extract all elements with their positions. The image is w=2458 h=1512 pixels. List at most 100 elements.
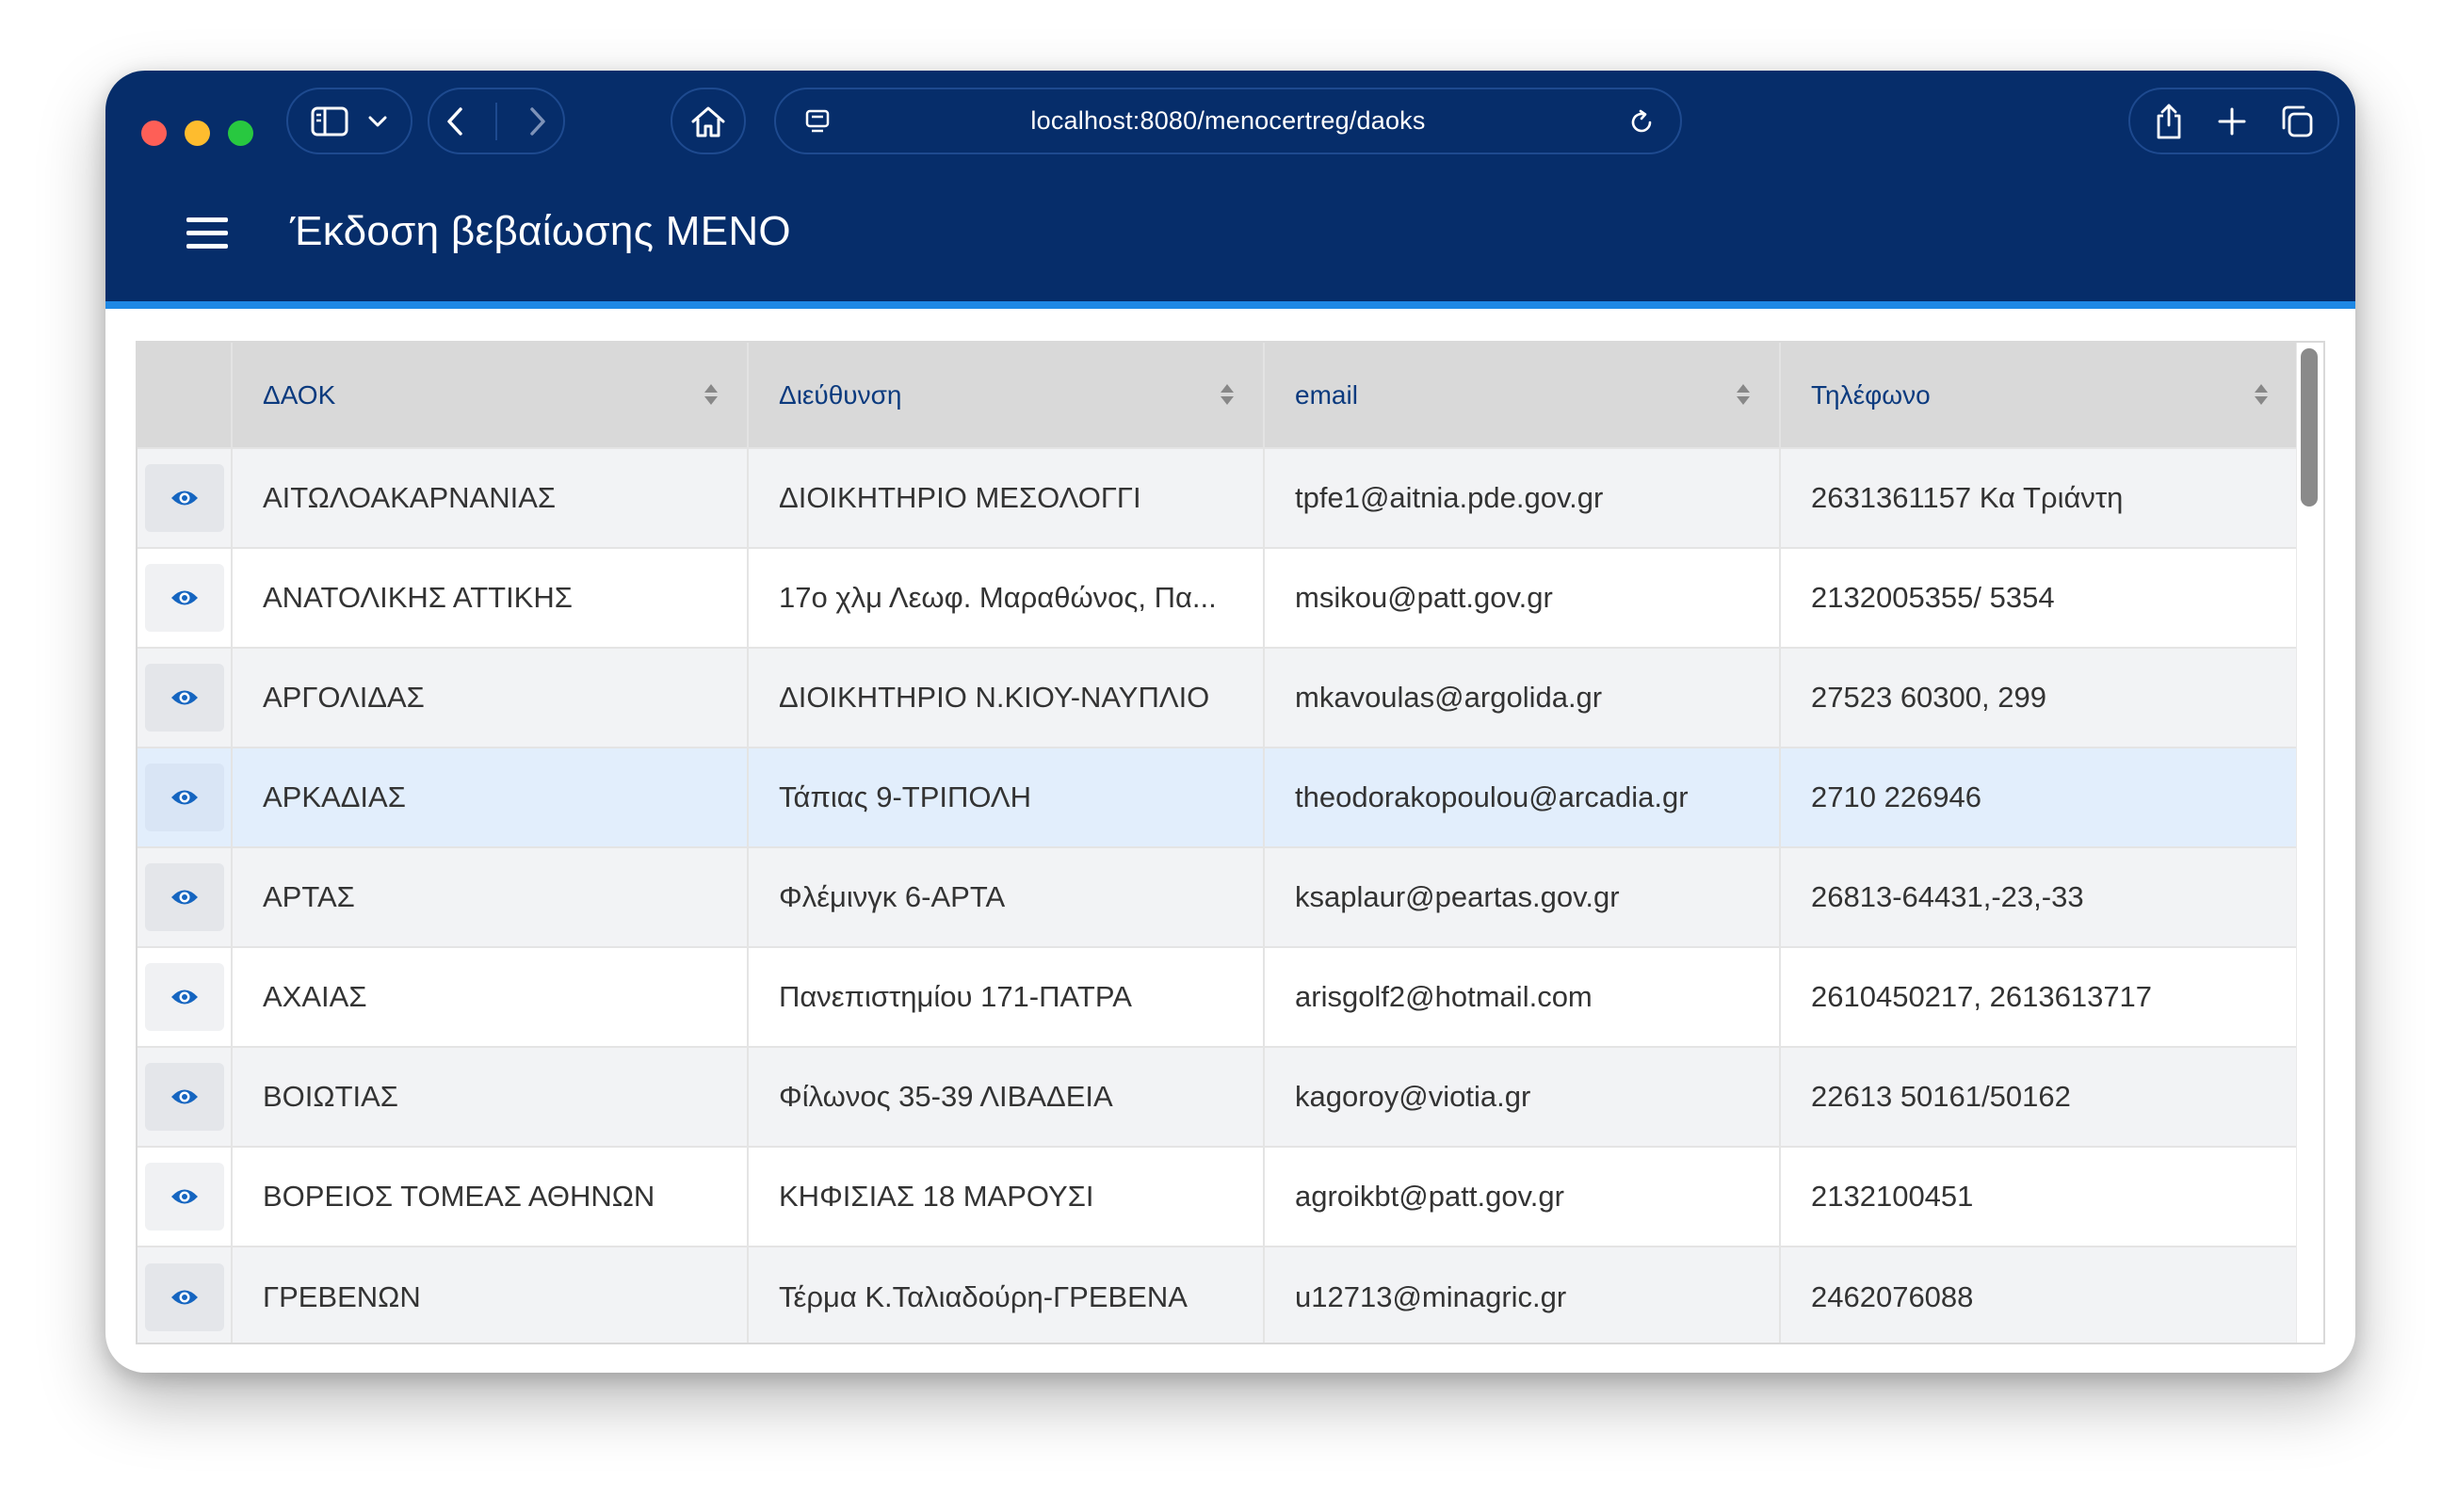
tabs-overview-icon[interactable] [2280, 105, 2314, 138]
daok-cell: ΒΟΙΩΤΙΑΣ [232, 1046, 749, 1147]
address-cell: ΔΙΟΙΚΗΤΗΡΙΟ ΜΕΣΟΛΟΓΓΙ [748, 447, 1265, 548]
table-row-selected[interactable]: ΑΡΚΑΔΙΑΣ Τάπιας 9-ΤΡΙΠΟΛΗ theodorakopoul… [137, 747, 2299, 847]
scrollbar-thumb[interactable] [2301, 348, 2318, 507]
view-button[interactable] [145, 564, 224, 632]
view-button[interactable] [145, 464, 224, 532]
home-button[interactable] [671, 88, 746, 154]
share-icon[interactable] [2154, 103, 2184, 140]
daok-cell: ΑΡΚΑΔΙΑΣ [232, 747, 749, 847]
address-cell: Πανεπιστημίου 171-ΠΑΤΡΑ [748, 946, 1265, 1047]
view-button[interactable] [145, 863, 224, 931]
row-action-cell [137, 647, 233, 748]
minimize-window-button[interactable] [185, 121, 210, 146]
daok-cell: ΑΧΑΙΑΣ [232, 946, 749, 1047]
phone-cell: 2631361157 Κα Τριάντη [1780, 447, 2299, 548]
row-action-cell [137, 447, 233, 548]
sort-icon[interactable] [703, 382, 719, 407]
view-button[interactable] [145, 1063, 224, 1131]
daok-cell: ΑΝΑΤΟΛΙΚΗΣ ΑΤΤΙΚΗΣ [232, 547, 749, 648]
eye-icon [171, 1290, 198, 1304]
email-cell: theodorakopoulou@arcadia.gr [1264, 747, 1781, 847]
table-row[interactable]: ΒΟΡΕΙΟΣ ΤΟΜΕΑΣ ΑΘΗΝΩΝ ΚΗΦΙΣΙΑΣ 18 ΜΑΡΟΥΣ… [137, 1146, 2299, 1247]
address-cell: 17ο χλμ Λεωφ. Μαραθώνος, Πα... [748, 547, 1265, 648]
view-button[interactable] [145, 1263, 224, 1331]
eye-icon [171, 1189, 198, 1204]
view-button[interactable] [145, 1163, 224, 1231]
email-cell: u12713@minagric.gr [1264, 1246, 1781, 1343]
row-action-cell [137, 846, 233, 947]
table-row[interactable]: ΑΝΑΤΟΛΙΚΗΣ ΑΤΤΙΚΗΣ 17ο χλμ Λεωφ. Μαραθών… [137, 547, 2299, 648]
new-tab-icon[interactable] [2217, 106, 2247, 137]
address-cell: Τάπιας 9-ΤΡΙΠΟΛΗ [748, 747, 1265, 847]
zoom-window-button[interactable] [228, 121, 253, 146]
row-action-cell [137, 946, 233, 1047]
close-window-button[interactable] [141, 121, 167, 146]
sort-icon[interactable] [2254, 382, 2269, 407]
page-title: Έκδοση βεβαίωσης ΜΕΝΟ [290, 208, 791, 254]
phone-cell: 26813-64431,-23,-33 [1780, 846, 2299, 947]
email-cell: kagoroy@viotia.gr [1264, 1046, 1781, 1147]
phone-cell: 22613 50161/50162 [1780, 1046, 2299, 1147]
column-header-daok[interactable]: ΔΑΟΚ [232, 343, 749, 448]
daok-cell: ΑΡΓΟΛΙΔΑΣ [232, 647, 749, 748]
page-settings-icon[interactable] [804, 108, 831, 137]
table-row[interactable]: ΑΡΓΟΛΙΔΑΣ ΔΙΟΙΚΗΤΗΡΙΟ Ν.ΚΙΟΥ-ΝΑΥΠΛΙΟ mka… [137, 647, 2299, 748]
address-bar[interactable]: localhost:8080/menocertreg/daoks [774, 88, 1682, 154]
home-icon [691, 106, 725, 137]
column-header-address[interactable]: Διεύθυνση [748, 343, 1265, 448]
row-action-cell [137, 1146, 233, 1247]
view-button[interactable] [145, 963, 224, 1031]
view-button[interactable] [145, 664, 224, 732]
address-cell: Φίλωνος 35-39 ΛΙΒΑΔΕΙΑ [748, 1046, 1265, 1147]
phone-cell: 2710 226946 [1780, 747, 2299, 847]
table-row[interactable]: ΑΧΑΙΑΣ Πανεπιστημίου 171-ΠΑΤΡΑ arisgolf2… [137, 946, 2299, 1047]
row-action-cell [137, 1046, 233, 1147]
eye-icon [171, 491, 198, 506]
table-header-row: ΔΑΟΚ Διεύθυνση email Τηλέφωνο [137, 343, 2299, 448]
email-cell: mkavoulas@argolida.gr [1264, 647, 1781, 748]
eye-icon [171, 790, 198, 805]
browser-window: localhost:8080/menocertreg/daoks [105, 71, 2355, 1373]
table-row[interactable]: ΑΙΤΩΛΟΑΚΑΡΝΑΝΙΑΣ ΔΙΟΙΚΗΤΗΡΙΟ ΜΕΣΟΛΟΓΓΙ t… [137, 447, 2299, 548]
eye-icon [171, 1089, 198, 1104]
row-action-cell [137, 547, 233, 648]
column-header-phone[interactable]: Τηλέφωνο [1780, 343, 2299, 448]
reload-icon[interactable] [1627, 108, 1656, 137]
view-button[interactable] [145, 764, 224, 831]
phone-cell: 2462076088 [1780, 1246, 2299, 1343]
column-header-label: ΔΑΟΚ [263, 379, 336, 410]
row-action-cell [137, 747, 233, 847]
hamburger-icon[interactable] [186, 217, 228, 249]
url-text[interactable]: localhost:8080/menocertreg/daoks [1030, 106, 1426, 135]
phone-cell: 27523 60300, 299 [1780, 647, 2299, 748]
phone-cell: 2132005355/ 5354 [1780, 547, 2299, 648]
forward-icon[interactable] [528, 106, 547, 137]
accent-bar [105, 301, 2355, 309]
email-cell: tpfe1@aitnia.pde.gov.gr [1264, 447, 1781, 548]
sidebar-toggle-button[interactable] [286, 88, 412, 154]
address-cell: ΔΙΟΙΚΗΤΗΡΙΟ Ν.ΚΙΟΥ-ΝΑΥΠΛΙΟ [748, 647, 1265, 748]
eye-icon [171, 590, 198, 605]
sort-icon[interactable] [1220, 382, 1235, 407]
table-row[interactable]: ΒΟΙΩΤΙΑΣ Φίλωνος 35-39 ΛΙΒΑΔΕΙΑ kagoroy@… [137, 1046, 2299, 1147]
address-cell: Φλέμινγκ 6-ΑΡΤΑ [748, 846, 1265, 947]
row-action-cell [137, 1246, 233, 1343]
back-icon[interactable] [445, 106, 464, 137]
eye-icon [171, 989, 198, 1005]
navigation-controls [428, 88, 565, 154]
sidebar-icon [311, 106, 348, 136]
divider [494, 102, 497, 140]
daok-grid: ΔΑΟΚ Διεύθυνση email Τηλέφωνο [136, 341, 2325, 1344]
vertical-scrollbar[interactable] [2296, 343, 2323, 1343]
sort-icon[interactable] [1736, 382, 1751, 407]
daok-cell: ΑΙΤΩΛΟΑΚΑΡΝΑΝΙΑΣ [232, 447, 749, 548]
phone-cell: 2132100451 [1780, 1146, 2299, 1247]
table-row[interactable]: ΓΡΕΒΕΝΩΝ Τέρμα Κ.Ταλιαδούρη-ΓΡΕΒΕΝΑ u127… [137, 1246, 2299, 1343]
column-header-label: email [1295, 379, 1358, 410]
column-header-email[interactable]: email [1264, 343, 1781, 448]
column-header-label: Διεύθυνση [779, 379, 902, 410]
table-row[interactable]: ΑΡΤΑΣ Φλέμινγκ 6-ΑΡΤΑ ksaplaur@peartas.g… [137, 846, 2299, 947]
phone-cell: 2610450217, 2613613717 [1780, 946, 2299, 1047]
eye-icon [171, 690, 198, 705]
chevron-down-icon[interactable] [367, 115, 388, 128]
